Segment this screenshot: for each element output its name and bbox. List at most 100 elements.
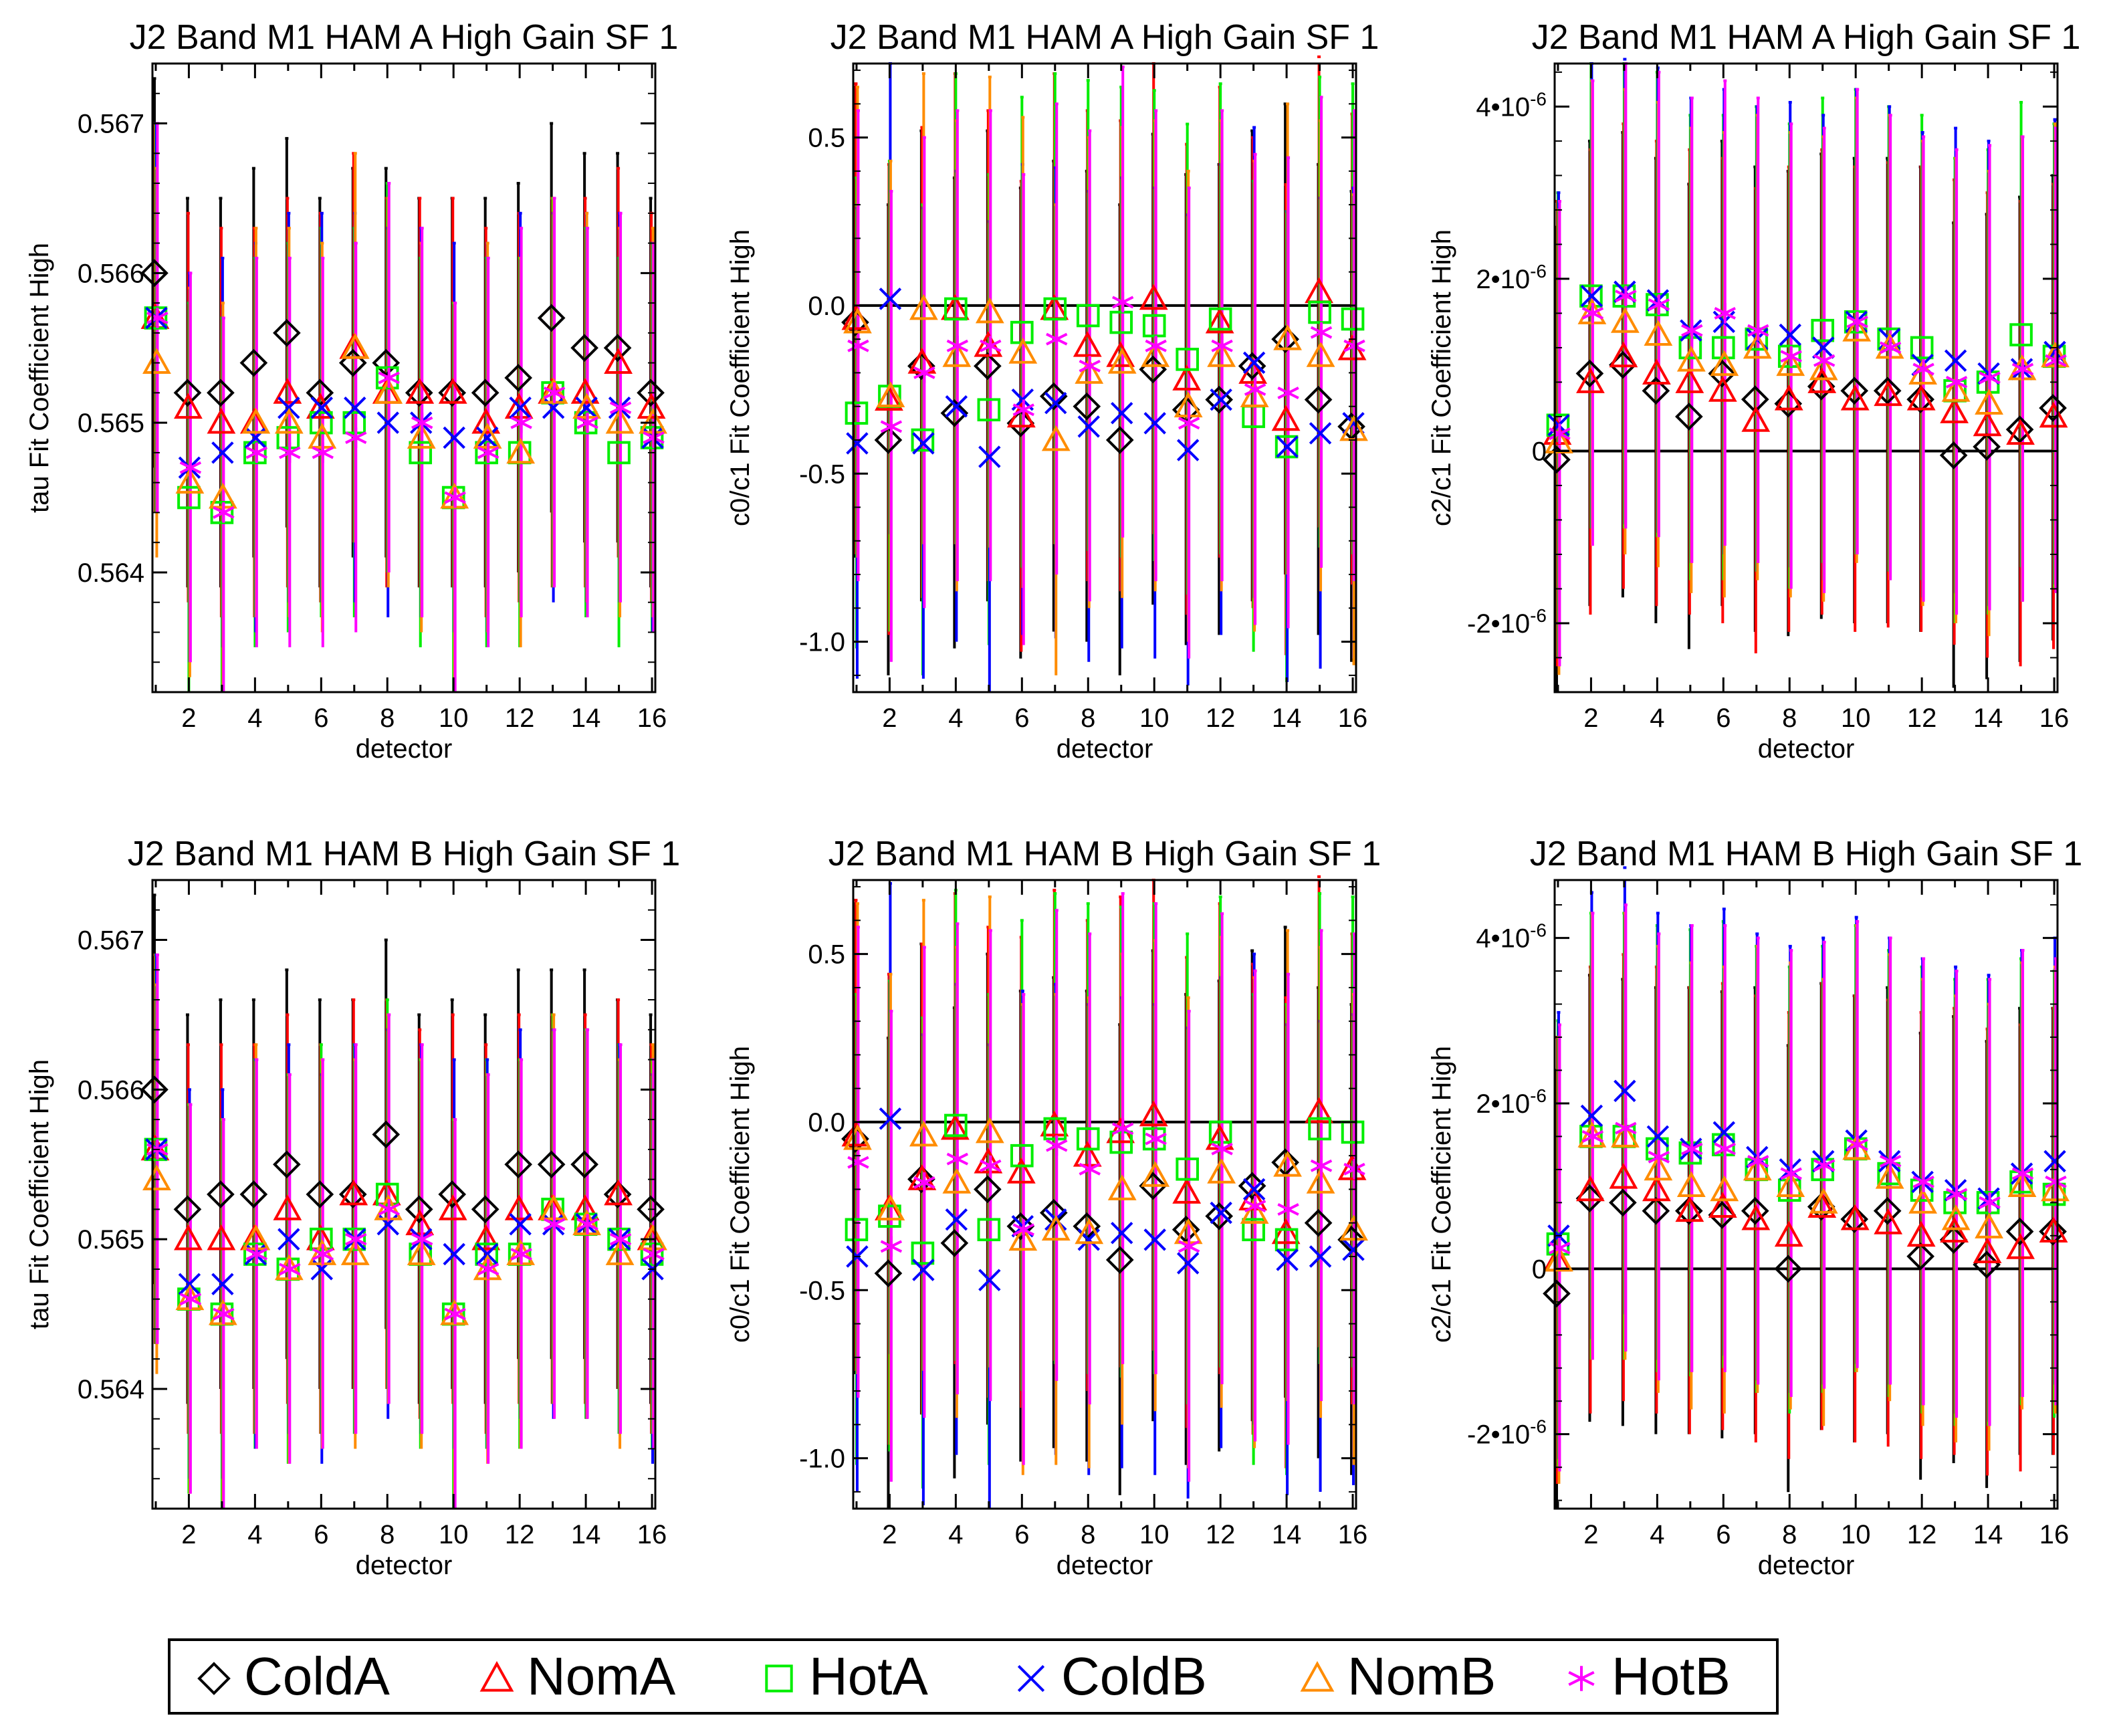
- data-point: [1642, 358, 1671, 385]
- data-point: [1073, 1141, 1102, 1167]
- data-point: [178, 1273, 201, 1296]
- data-point: [1211, 1138, 1233, 1160]
- data-point: [940, 1229, 969, 1257]
- data-point: [1273, 324, 1302, 350]
- data-point: [1142, 314, 1166, 338]
- data-point: [1012, 399, 1034, 421]
- data-point: [375, 366, 399, 390]
- data-point: [874, 1259, 903, 1287]
- data-point: [342, 411, 366, 435]
- data-point: [2005, 1217, 2034, 1246]
- x-tick-label: 2: [882, 703, 897, 733]
- chart-title: J2 Band M1 HAM A High Gain SF 1: [130, 18, 679, 57]
- data-point: [345, 1228, 367, 1250]
- data-point: [1879, 1151, 1902, 1172]
- data-point: [1741, 1204, 1771, 1230]
- data-point: [1309, 422, 1332, 445]
- series-ColdA: [853, 902, 1353, 1509]
- data-point: [1644, 320, 1673, 346]
- data-point: [1846, 312, 1868, 332]
- markers-NomA: [1543, 1163, 2068, 1272]
- legend-label: NomB: [1347, 1646, 1496, 1706]
- data-point: [1304, 1208, 1333, 1237]
- data-point: [1609, 1188, 1637, 1217]
- data-point: [1543, 1279, 1571, 1308]
- data-point: [407, 1239, 436, 1265]
- y-axis-label: c0/c1 Fit Coefficient High: [726, 1046, 755, 1343]
- data-point: [574, 411, 598, 435]
- chart-panel-2: J2 Band M1 HAM A High Gain SF 1 2 4 6 8 10 12 1…: [726, 18, 1379, 764]
- data-point: [1210, 388, 1232, 411]
- data-point: [1610, 1121, 1640, 1148]
- data-point: [874, 426, 903, 454]
- data-point: [1549, 423, 1571, 444]
- data-point: [1105, 426, 1134, 454]
- data-point: [372, 1120, 401, 1149]
- data-point: [537, 304, 566, 332]
- data-point: [603, 334, 632, 362]
- data-point: [1012, 1219, 1034, 1240]
- data-point: [471, 1195, 499, 1224]
- data-point: [338, 1180, 367, 1208]
- data-point: [1780, 1163, 1802, 1184]
- legend-entry-ColdB: ColdB: [1017, 1646, 1207, 1706]
- data-point: [1945, 1184, 1968, 1205]
- data-point: [542, 397, 565, 419]
- y-tick-label: -1.0: [799, 1444, 845, 1474]
- data-point: [510, 1244, 532, 1265]
- data-point: [1675, 1196, 1703, 1225]
- data-point: [146, 308, 169, 328]
- data-point: [2039, 1217, 2067, 1246]
- chart-panel-4: J2 Band M1 HAM B High Gain SF 1 2 4 6 8 10 12 1…: [25, 835, 680, 1580]
- data-point: [1581, 303, 1604, 324]
- data-point: [1341, 307, 1365, 331]
- y-tick-label: 0: [1532, 1255, 1547, 1284]
- data-point: [1976, 1191, 2000, 1214]
- data-point: [609, 1228, 632, 1250]
- y-tick-label: -2•10-6: [1467, 605, 1547, 639]
- data-point: [1807, 367, 1837, 393]
- data-point: [245, 442, 268, 463]
- legend-label: HotB: [1611, 1646, 1731, 1706]
- data-point: [244, 426, 267, 449]
- y-axis-label: c2/c1 Fit Coefficient High: [1427, 229, 1456, 526]
- data-point: [1973, 410, 2002, 437]
- legend-ColdB-icon: [1017, 1664, 1045, 1693]
- data-point: [1780, 346, 1802, 367]
- x-tick-label: 4: [247, 1520, 262, 1549]
- data-point: [1576, 367, 1605, 393]
- data-point: [273, 1150, 301, 1179]
- data-point: [845, 1218, 869, 1242]
- x-tick-label: 8: [1782, 703, 1797, 733]
- data-point: [2005, 415, 2034, 444]
- data-point: [1681, 320, 1703, 341]
- data-point: [273, 1194, 302, 1220]
- chart-title: J2 Band M1 HAM B High Gain SF 1: [128, 835, 681, 873]
- data-point: [1944, 349, 1967, 372]
- data-point: [1681, 1138, 1703, 1160]
- data-point: [2006, 419, 2035, 445]
- data-point: [438, 378, 467, 404]
- legend-HotA-icon: [765, 1664, 793, 1693]
- data-point: [1610, 307, 1640, 333]
- data-point: [344, 397, 366, 419]
- x-tick-label: 14: [571, 1520, 601, 1549]
- data-point: [1678, 336, 1702, 360]
- data-point: [640, 426, 664, 449]
- data-point: [879, 288, 902, 310]
- data-point: [1975, 1212, 2003, 1238]
- data-point: [637, 1195, 665, 1224]
- data-point: [239, 348, 268, 377]
- data-point: [1008, 1224, 1038, 1251]
- data-point: [1274, 435, 1299, 459]
- y-tick-label: -2•10-6: [1467, 1416, 1547, 1450]
- data-point: [411, 412, 433, 433]
- data-point: [2039, 394, 2067, 422]
- data-point: [1612, 284, 1636, 308]
- data-point: [1580, 284, 1603, 308]
- chart-title: J2 Band M1 HAM B High Gain SF 1: [1530, 835, 2083, 873]
- data-point: [1039, 382, 1068, 411]
- data-point: [312, 442, 334, 463]
- data-point: [909, 1120, 938, 1147]
- data-point: [342, 1227, 366, 1251]
